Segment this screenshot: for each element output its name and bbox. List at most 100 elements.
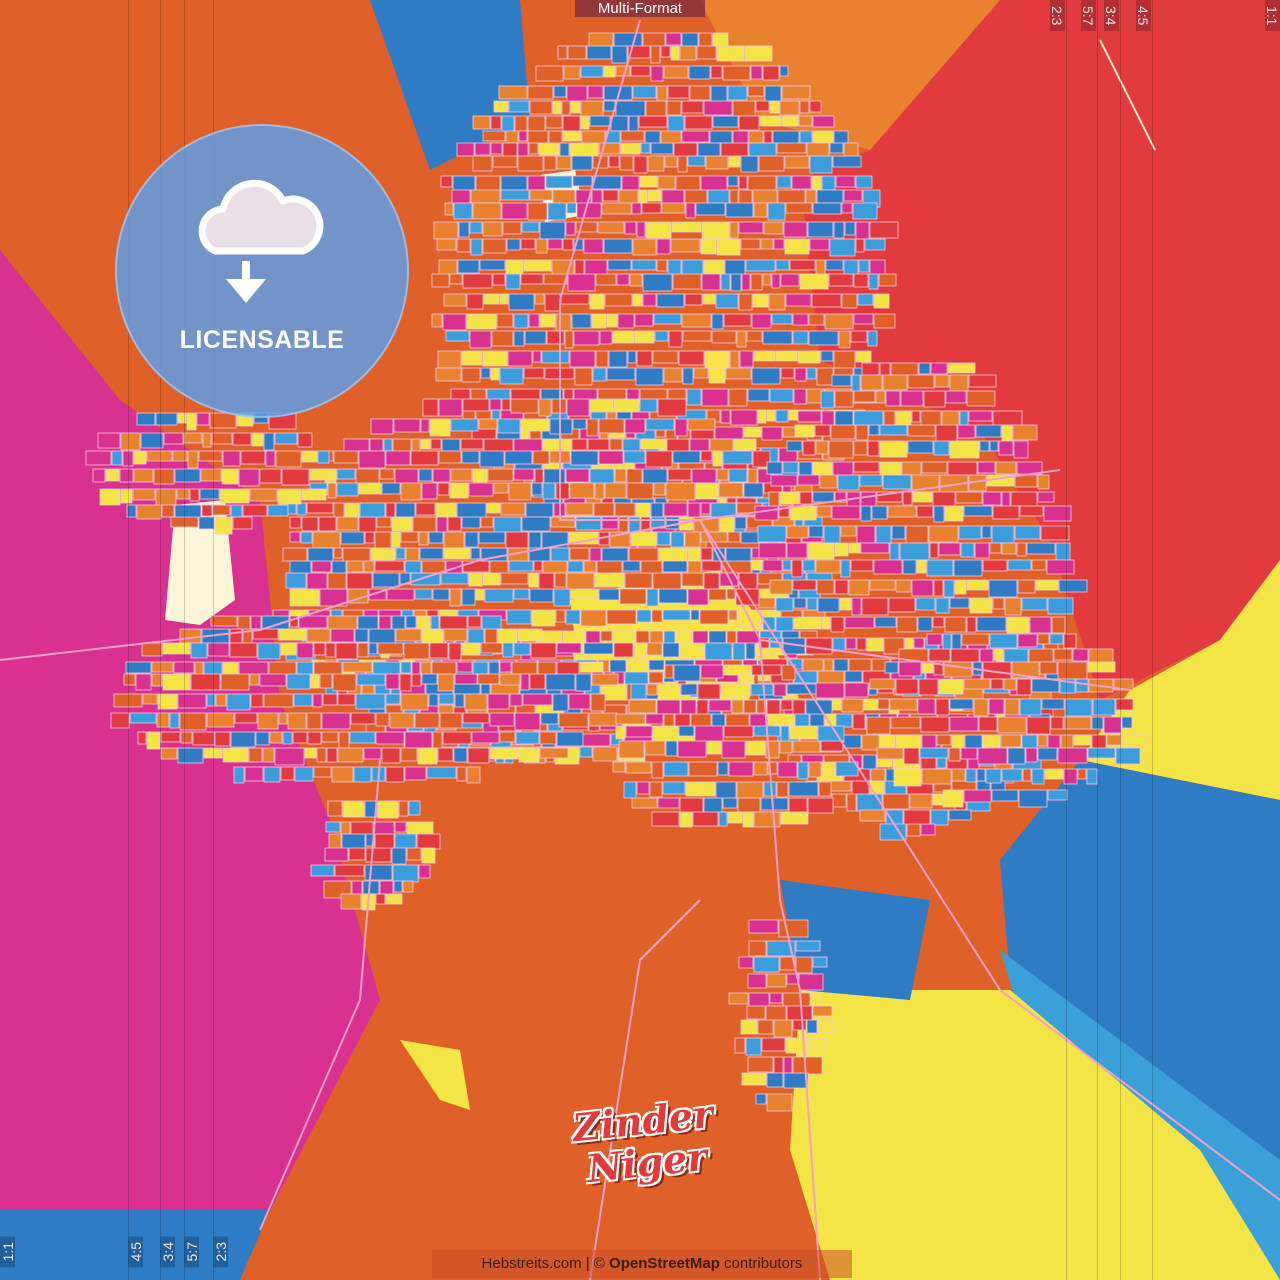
city-block — [221, 468, 239, 485]
city-block — [405, 615, 417, 629]
city-block — [527, 85, 554, 100]
city-block — [534, 293, 545, 305]
licensable-badge[interactable]: LICENSABLE — [115, 124, 409, 418]
city-block — [745, 740, 766, 756]
city-block — [792, 740, 821, 753]
city-block — [981, 525, 992, 539]
city-block — [825, 259, 844, 271]
city-block — [768, 293, 786, 311]
city-block — [752, 450, 771, 468]
city-block — [1057, 747, 1088, 764]
attribution-site[interactable]: Hebstreits.com — [481, 1255, 582, 1272]
city-block — [220, 673, 250, 691]
city-block — [834, 579, 849, 595]
city-block — [1026, 716, 1051, 735]
city-block — [760, 797, 789, 811]
city-block — [679, 45, 697, 61]
city-block — [874, 616, 897, 628]
city-block — [1001, 542, 1017, 555]
city-block — [249, 673, 260, 686]
city-block — [535, 238, 548, 254]
city-block — [569, 350, 596, 368]
city-block — [882, 474, 912, 490]
city-block — [690, 609, 700, 621]
city-block — [718, 482, 744, 498]
city-block — [753, 350, 776, 362]
city-block — [671, 221, 702, 233]
city-block — [778, 505, 790, 518]
city-block — [662, 609, 691, 621]
attribution-osm-link[interactable]: OpenStreetMap — [609, 1255, 720, 1272]
city-block — [848, 658, 872, 673]
city-block — [492, 155, 518, 168]
city-block — [1017, 633, 1038, 648]
city-block — [631, 797, 658, 809]
city-block — [793, 616, 822, 630]
city-block — [694, 725, 724, 744]
city-block — [528, 572, 539, 588]
city-block — [820, 740, 844, 752]
city-block — [667, 468, 692, 481]
city-block — [657, 683, 681, 702]
city-block — [393, 880, 403, 893]
city-block — [742, 811, 754, 828]
city-block — [700, 238, 717, 255]
ratio-label-bottom: 2:3 — [213, 1236, 229, 1268]
city-block — [105, 468, 120, 482]
city-block — [369, 438, 384, 452]
city-block — [831, 374, 852, 387]
city-block — [672, 450, 701, 464]
city-block — [739, 350, 754, 368]
city-block — [645, 418, 675, 431]
city-block — [662, 560, 688, 573]
city-block — [1064, 698, 1093, 717]
city-block — [838, 330, 851, 349]
city-block — [435, 367, 462, 382]
city-block — [664, 155, 678, 168]
city-block — [545, 115, 563, 129]
city-block — [667, 85, 690, 99]
city-block — [846, 793, 857, 812]
city-block — [628, 699, 657, 714]
city-block — [833, 350, 856, 369]
city-block — [321, 712, 351, 730]
city-block — [589, 293, 605, 310]
city-block — [1053, 648, 1073, 661]
city-block — [418, 468, 433, 482]
city-block — [566, 202, 577, 214]
city-block — [949, 440, 980, 459]
city-block — [385, 673, 400, 690]
city-block — [951, 768, 966, 782]
city-block — [546, 330, 565, 345]
city-block — [663, 761, 689, 777]
city-block — [761, 426, 783, 441]
city-block — [828, 440, 854, 459]
city-block — [450, 418, 479, 432]
city-block — [628, 115, 639, 134]
city-block — [502, 642, 514, 658]
city-block — [951, 734, 965, 750]
city-block — [153, 468, 175, 485]
city-block — [309, 468, 337, 481]
city-block — [926, 559, 954, 577]
city-block — [450, 468, 473, 482]
city-block — [306, 502, 334, 514]
city-block — [341, 833, 366, 851]
city-block — [421, 673, 438, 685]
city-block — [1055, 542, 1071, 561]
city-block — [668, 330, 683, 348]
city-block — [462, 560, 490, 573]
city-block — [723, 313, 752, 327]
city-block — [493, 516, 522, 534]
city-block — [436, 516, 448, 534]
city-block — [852, 713, 866, 730]
city-block — [532, 450, 550, 465]
city-block — [1025, 747, 1038, 763]
city-block — [508, 100, 530, 113]
city-block — [589, 115, 611, 127]
multi-format-badge: Multi-Format — [575, 0, 705, 17]
city-block — [687, 155, 706, 167]
city-block — [977, 461, 996, 474]
city-block — [391, 531, 401, 548]
